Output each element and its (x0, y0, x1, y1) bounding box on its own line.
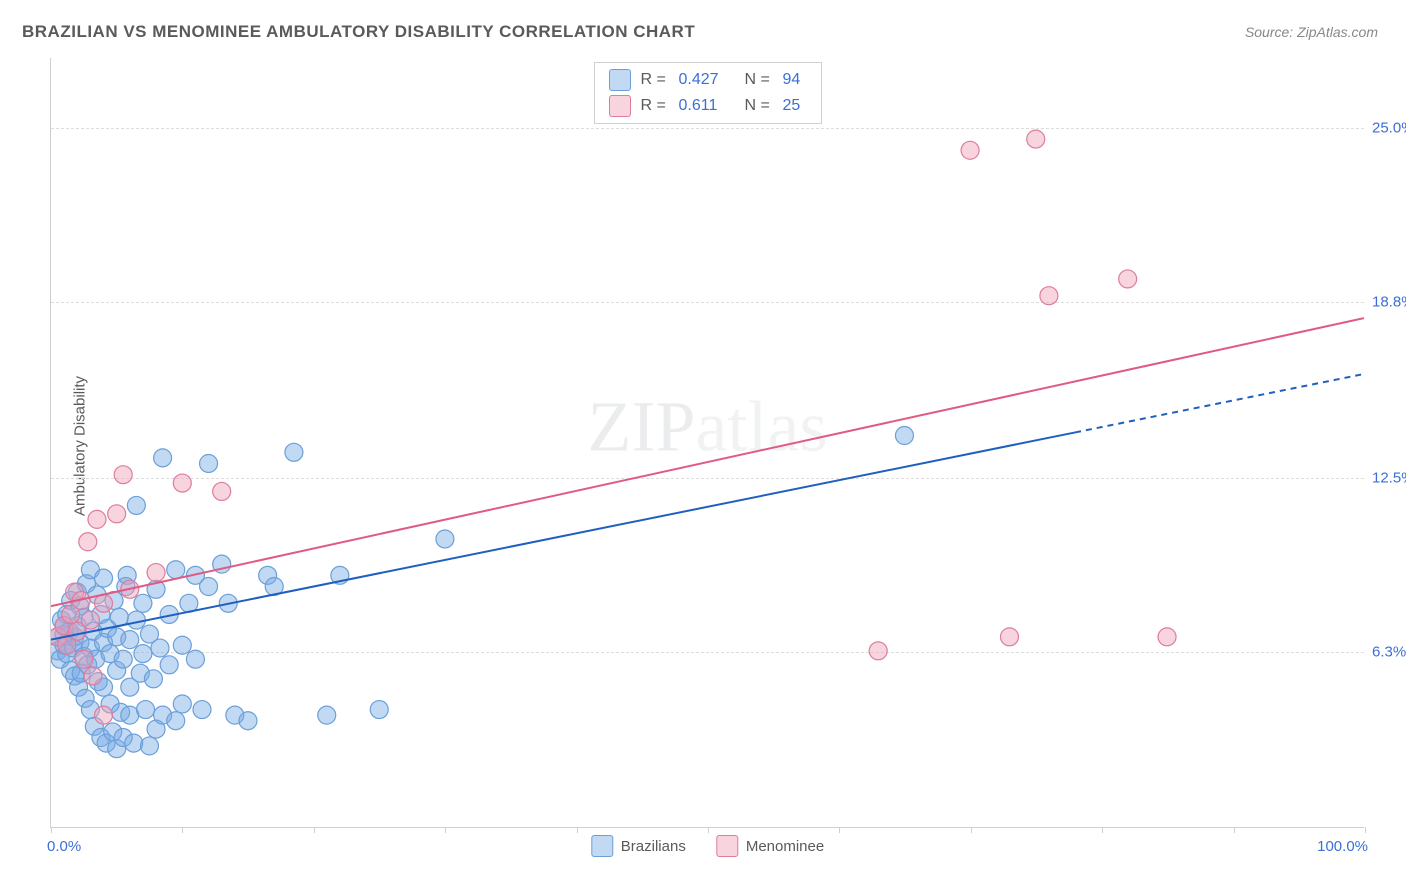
y-tick-label: 12.5% (1372, 470, 1406, 487)
data-point (75, 650, 93, 668)
data-point (200, 578, 218, 596)
data-point (108, 505, 126, 523)
data-point (213, 482, 231, 500)
data-point (121, 631, 139, 649)
data-point (114, 466, 132, 484)
n-label: N = (745, 71, 773, 89)
legend-item: Menominee (716, 835, 824, 857)
data-point (173, 636, 191, 654)
x-tick (51, 827, 52, 833)
data-point (95, 594, 113, 612)
r-value: 0.427 (679, 71, 735, 89)
x-tick (182, 827, 183, 833)
data-point (147, 564, 165, 582)
x-tick (839, 827, 840, 833)
r-value: 0.611 (679, 97, 735, 115)
data-point (1119, 270, 1137, 288)
y-tick-label: 6.3% (1372, 643, 1406, 660)
data-point (167, 712, 185, 730)
trend-line-dashed (1075, 374, 1364, 432)
trend-line (51, 318, 1364, 606)
data-point (961, 141, 979, 159)
data-point (160, 656, 178, 674)
x-tick (445, 827, 446, 833)
data-point (88, 510, 106, 528)
data-point (869, 642, 887, 660)
data-point (134, 594, 152, 612)
data-point (84, 667, 102, 685)
data-point (79, 533, 97, 551)
legend-label: Brazilians (621, 838, 686, 855)
data-point (1158, 628, 1176, 646)
plot-area: ZIPatlas R = 0.427 N = 94 R = 0.611 N = … (50, 58, 1364, 828)
r-label: R = (641, 71, 669, 89)
data-point (173, 474, 191, 492)
x-tick (314, 827, 315, 833)
data-point (127, 496, 145, 514)
data-point (95, 569, 113, 587)
source-label: Source: ZipAtlas.com (1245, 24, 1378, 40)
n-label: N = (745, 97, 773, 115)
legend-label: Menominee (746, 838, 824, 855)
series-swatch (609, 69, 631, 91)
x-tick (1234, 827, 1235, 833)
data-point (1027, 130, 1045, 148)
data-point (436, 530, 454, 548)
chart-title: BRAZILIAN VS MENOMINEE AMBULATORY DISABI… (22, 22, 695, 42)
data-point (370, 701, 388, 719)
data-point (200, 454, 218, 472)
data-point (151, 639, 169, 657)
x-tick (1365, 827, 1366, 833)
n-value: 25 (783, 97, 807, 115)
data-point (95, 706, 113, 724)
data-point (1040, 287, 1058, 305)
data-point (127, 611, 145, 629)
data-point (140, 737, 158, 755)
data-point (1000, 628, 1018, 646)
y-tick-label: 18.8% (1372, 293, 1406, 310)
data-point (285, 443, 303, 461)
r-label: R = (641, 97, 669, 115)
n-value: 94 (783, 71, 807, 89)
data-point (318, 706, 336, 724)
data-point (186, 650, 204, 668)
data-point (167, 561, 185, 579)
x-tick (708, 827, 709, 833)
data-point (895, 427, 913, 445)
correlation-row: R = 0.611 N = 25 (595, 93, 821, 119)
series-legend: Brazilians Menominee (591, 835, 824, 857)
x-tick (971, 827, 972, 833)
x-tick (577, 827, 578, 833)
y-tick-label: 25.0% (1372, 120, 1406, 137)
data-point (134, 645, 152, 663)
x-axis-max-label: 100.0% (1317, 838, 1368, 855)
data-point (125, 734, 143, 752)
data-point (239, 712, 257, 730)
series-swatch (716, 835, 738, 857)
data-point (144, 670, 162, 688)
x-tick (1102, 827, 1103, 833)
legend-item: Brazilians (591, 835, 686, 857)
chart-svg (51, 58, 1364, 827)
correlation-legend: R = 0.427 N = 94 R = 0.611 N = 25 (594, 62, 822, 124)
series-swatch (591, 835, 613, 857)
data-point (81, 611, 99, 629)
x-axis-min-label: 0.0% (47, 838, 81, 855)
data-point (173, 695, 191, 713)
data-point (154, 449, 172, 467)
series-swatch (609, 95, 631, 117)
data-point (114, 650, 132, 668)
data-point (193, 701, 211, 719)
correlation-row: R = 0.427 N = 94 (595, 67, 821, 93)
data-point (137, 701, 155, 719)
